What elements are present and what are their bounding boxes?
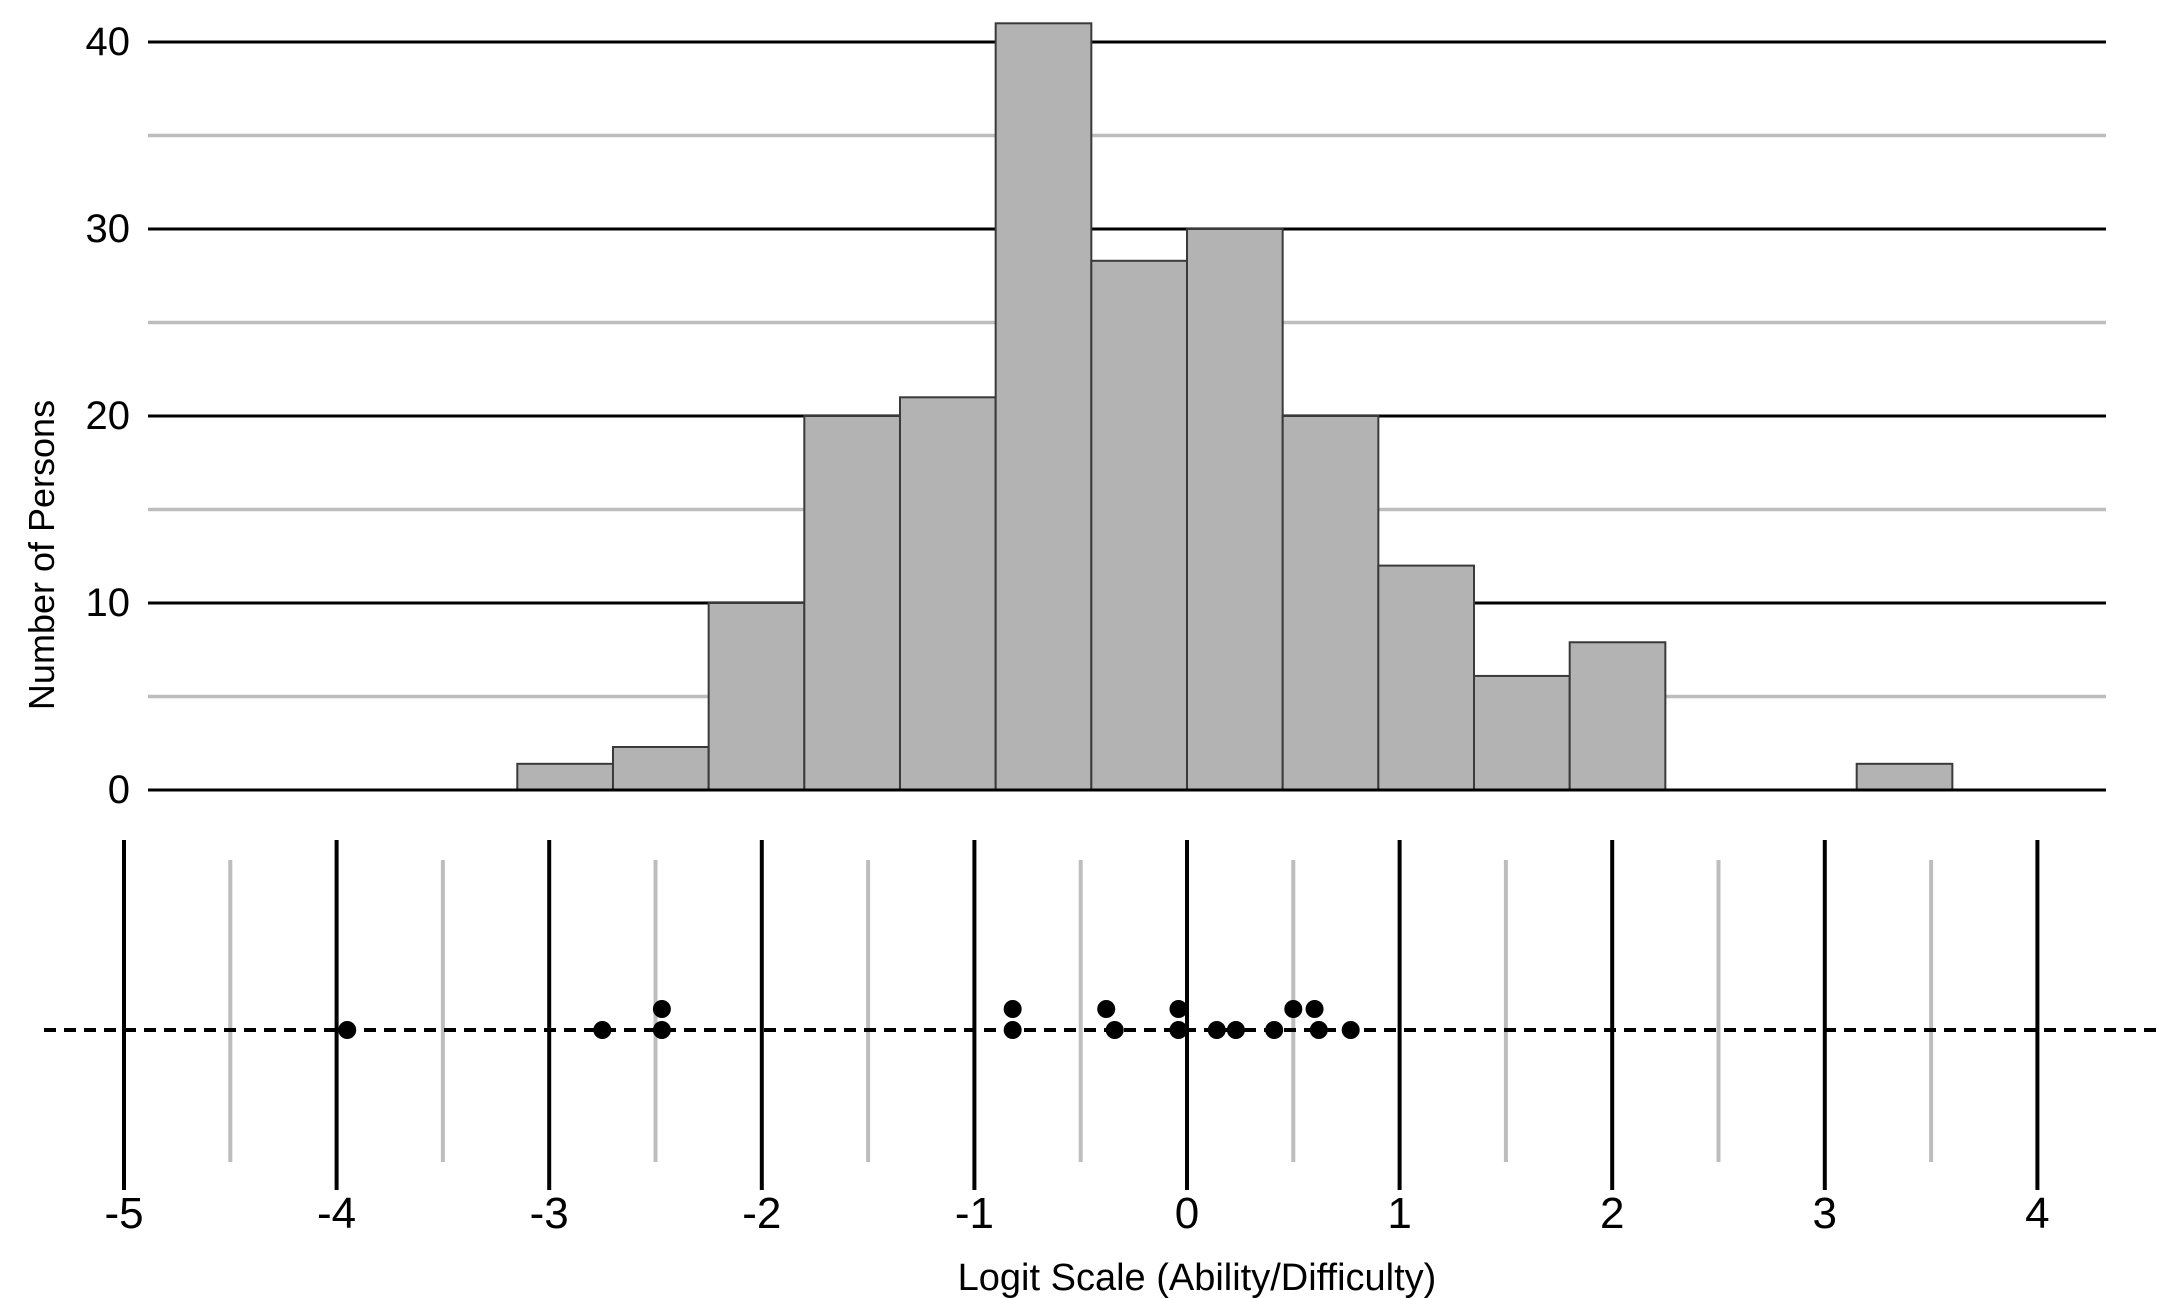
scale-point-4 [1003, 1021, 1022, 1039]
scale-point-2 [652, 1021, 671, 1039]
scale-point-5 [1003, 1000, 1022, 1018]
x-tick-label: 2 [1600, 1189, 1624, 1238]
scale-point-0 [338, 1021, 357, 1039]
x-tick-labels: -5 -4 -3 -2 -1 0 1 2 3 4 [104, 1189, 2049, 1238]
histogram-bar-12 [1855, 762, 1954, 792]
scale-point-7 [1097, 1000, 1116, 1018]
scale-point-8 [1169, 1021, 1188, 1039]
x-tick-label: 3 [1813, 1189, 1837, 1238]
scale-point-16 [1341, 1021, 1360, 1039]
scale-point-9 [1169, 1000, 1188, 1018]
histogram-bar-4 [898, 396, 997, 791]
scale-points [338, 1000, 1360, 1039]
histogram-bar-10 [1473, 674, 1571, 791]
x-tick-label: 1 [1387, 1189, 1411, 1238]
scale-point-3 [652, 1000, 671, 1018]
histogram-bar-5 [994, 22, 1093, 792]
scale-point-11 [1226, 1021, 1245, 1039]
scale-point-10 [1207, 1021, 1226, 1039]
scale-point-14 [1305, 1000, 1324, 1018]
histogram-bar-7 [1186, 228, 1284, 791]
histogram-bar-2 [707, 602, 806, 791]
y-tick-label: 10 [86, 581, 131, 625]
histogram-bar-9 [1377, 564, 1476, 791]
histogram-bar-1 [611, 745, 710, 791]
scale-point-12 [1265, 1021, 1284, 1039]
y-tick-label: 40 [86, 20, 131, 64]
histogram-bar-11 [1568, 641, 1667, 792]
y-axis-label: Number of Persons [21, 400, 62, 710]
scale-point-15 [1309, 1021, 1328, 1039]
scale-point-6 [1105, 1021, 1124, 1039]
scale-vertical-lines [122, 840, 2040, 1190]
x-tick-label: -5 [104, 1189, 143, 1238]
x-tick-label: -4 [317, 1189, 356, 1238]
x-tick-label: 0 [1175, 1189, 1199, 1238]
histogram-bar-3 [803, 415, 901, 791]
x-tick-label: 4 [2025, 1189, 2049, 1238]
histogram-bar-6 [1090, 259, 1188, 792]
y-tick-label: 0 [108, 768, 130, 812]
histogram-bar-0 [516, 762, 614, 792]
x-tick-label: -2 [742, 1189, 781, 1238]
y-tick-labels: 0 10 20 30 40 [86, 20, 131, 812]
histogram-bars [516, 22, 1954, 792]
y-tick-label: 20 [86, 394, 131, 438]
x-tick-label: -1 [955, 1189, 994, 1238]
scale-point-13 [1284, 1000, 1303, 1018]
scale-point-1 [593, 1021, 612, 1039]
histogram-bar-8 [1281, 415, 1380, 791]
x-axis-label: Logit Scale (Ability/Difficulty) [958, 1257, 1437, 1298]
y-tick-label: 30 [86, 207, 131, 251]
x-tick-label: -3 [530, 1189, 569, 1238]
